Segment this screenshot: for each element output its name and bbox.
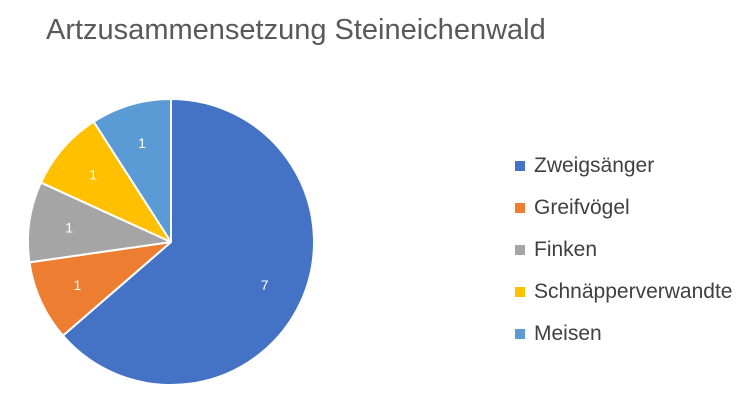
data-label: 1 xyxy=(73,277,81,293)
data-label: 7 xyxy=(261,277,269,293)
chart-legend: Zweigsänger Greifvögel Finken Schnäpperverw… xyxy=(515,145,732,355)
legend-label: Greifvögel xyxy=(534,196,630,219)
legend-swatch xyxy=(515,245,525,255)
legend-label: Meisen xyxy=(534,322,602,345)
legend-item: Greifvögel xyxy=(515,187,732,229)
data-label: 1 xyxy=(89,167,97,183)
pie-slice xyxy=(61,98,315,386)
legend-label: Finken xyxy=(534,238,598,261)
legend-swatch xyxy=(515,287,525,297)
pie-slice xyxy=(39,120,172,243)
legend-swatch xyxy=(515,161,525,171)
legend-label: Zweigsänger xyxy=(534,154,655,177)
legend-item: Schnäpperverwandte xyxy=(515,271,732,313)
data-label: 1 xyxy=(138,135,146,151)
chart-title: Artzusammensetzung Steineichenwald xyxy=(46,14,546,46)
legend-label: Schnäpperverwandte xyxy=(534,280,733,303)
legend-swatch xyxy=(515,203,525,213)
legend-item: Zweigsänger xyxy=(515,145,732,187)
pie-slice xyxy=(28,241,172,337)
data-label: 1 xyxy=(65,219,73,235)
legend-swatch xyxy=(515,329,525,339)
pie-slice xyxy=(92,98,172,243)
pie-slice xyxy=(27,181,172,264)
legend-item: Finken xyxy=(515,229,732,271)
legend-item: Meisen xyxy=(515,313,732,355)
